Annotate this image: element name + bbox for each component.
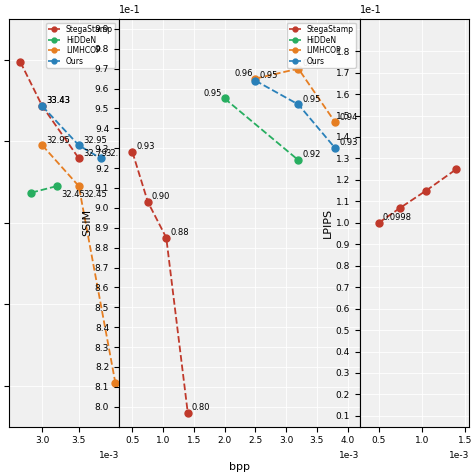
Text: 1e-1: 1e-1 [360,5,382,15]
Text: 0.90: 0.90 [152,192,170,201]
Text: 32.95: 32.95 [46,136,70,145]
Text: 0.95: 0.95 [259,71,278,80]
Text: 32.45: 32.45 [61,190,85,199]
Text: 0.80: 0.80 [192,403,210,412]
Text: 33.43: 33.43 [46,96,71,105]
Legend: StegaStamp, HiDDeN, LIMHCOP, Ours: StegaStamp, HiDDeN, LIMHCOP, Ours [46,23,115,68]
Legend: StegaStamp, HiDDeN, LIMHCOP, Ours: StegaStamp, HiDDeN, LIMHCOP, Ours [287,23,356,68]
Text: 1e-3: 1e-3 [449,451,469,460]
Text: 0.96: 0.96 [235,69,253,78]
Text: 32.79: 32.79 [83,148,107,157]
Y-axis label: LPIPS: LPIPS [323,208,333,238]
Text: 0.97: 0.97 [302,59,321,68]
Y-axis label: SSIM: SSIM [82,209,92,237]
Text: 32.95: 32.95 [83,136,107,145]
X-axis label: bpp: bpp [229,462,250,472]
Text: 0.94: 0.94 [339,113,358,122]
Text: 1e-3: 1e-3 [339,451,360,460]
Text: 0.93: 0.93 [339,138,358,147]
Text: 32.79: 32.79 [105,148,129,157]
Text: 0.88: 0.88 [171,228,189,237]
Text: 0.93: 0.93 [137,142,155,151]
Text: 0.95: 0.95 [204,89,222,98]
Text: 1e-1: 1e-1 [119,5,141,15]
Text: 0.95: 0.95 [302,95,321,104]
Text: 33.43: 33.43 [46,96,71,105]
Text: 0.0998: 0.0998 [383,213,412,222]
Text: 0.92: 0.92 [302,150,321,159]
Text: 30.04: 30.04 [119,373,143,382]
Text: 32.45: 32.45 [83,190,107,199]
Text: 1e-3: 1e-3 [99,451,119,460]
